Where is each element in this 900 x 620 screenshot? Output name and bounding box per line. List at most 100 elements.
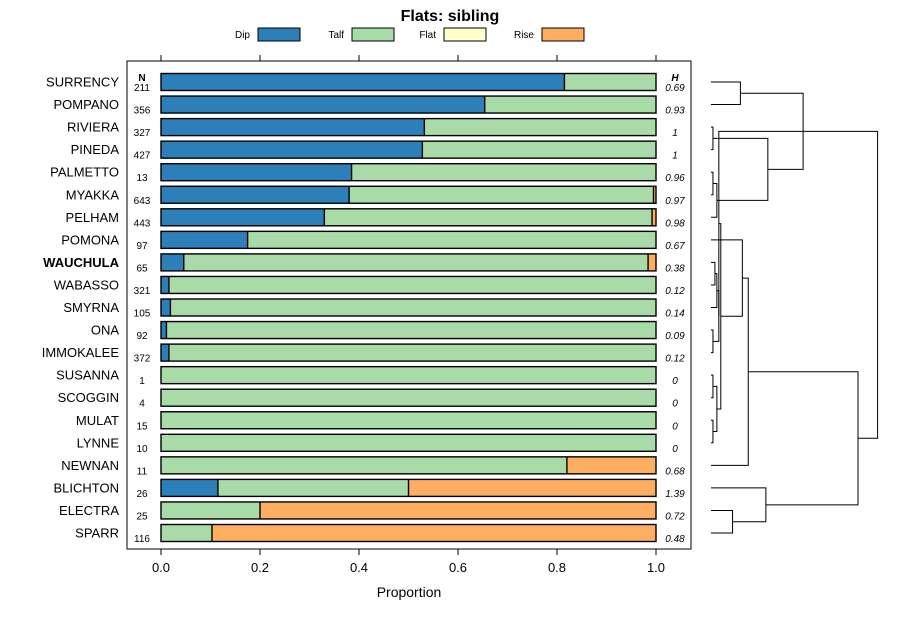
- n-value: 427: [134, 151, 151, 162]
- bar-segment: [161, 231, 248, 249]
- dendrogram-link: [711, 509, 734, 534]
- n-value: 643: [134, 196, 151, 207]
- x-axis: 0.0 0.2 0.4 0.6 0.8 1.0: [152, 55, 665, 575]
- bar-segment: [161, 118, 425, 136]
- n-value: 327: [134, 128, 151, 139]
- h-value: 0: [672, 399, 678, 410]
- bar-segment: [170, 299, 656, 316]
- dendrogram-link: [712, 385, 718, 433]
- bar-segment: [183, 253, 649, 271]
- dendrogram-link: [711, 273, 718, 308]
- bar-segment: [211, 524, 657, 542]
- n-value: 97: [136, 241, 148, 252]
- bar-segment: [161, 96, 485, 114]
- bar-segment: [161, 141, 423, 159]
- row-label: LYNNE: [77, 435, 120, 450]
- n-value: 372: [134, 354, 151, 365]
- row-label: POMONA: [61, 232, 119, 247]
- bar-segment: [161, 186, 350, 204]
- n-header: N: [138, 73, 145, 84]
- bar-segment: [566, 456, 656, 474]
- bar-segment: [161, 163, 352, 181]
- dendrogram: [711, 81, 879, 534]
- bar-segment: [161, 524, 212, 542]
- bar-segment: [161, 208, 325, 226]
- bar-outline: [160, 230, 657, 250]
- legend-label: Dip: [235, 30, 250, 41]
- dendrogram-link: [711, 261, 716, 286]
- bar-segment: [351, 163, 656, 181]
- bar-outline: [160, 523, 657, 543]
- row-label: PELHAM: [66, 210, 119, 225]
- dendrogram-link: [711, 487, 767, 523]
- n-value: 15: [136, 421, 148, 432]
- h-value: 0.09: [665, 331, 685, 342]
- bar-segment: [424, 118, 656, 136]
- x-tick-label: 0.4: [350, 560, 368, 575]
- n-value: 13: [136, 173, 148, 184]
- row-label: SURRENCY: [46, 75, 119, 90]
- x-tick-label: 0.6: [449, 560, 467, 575]
- bar-outline: [160, 388, 657, 407]
- h-value: 1: [672, 151, 678, 162]
- bar-outline: [160, 298, 657, 317]
- bar-segment: [484, 96, 656, 114]
- h-value: 0: [672, 376, 678, 387]
- bar-segment: [161, 411, 656, 429]
- n-value: 443: [134, 218, 151, 229]
- dendrogram-link: [712, 290, 720, 342]
- n-value: 25: [136, 511, 148, 522]
- bar-outline: [160, 433, 657, 452]
- dendrogram-link: [803, 130, 879, 439]
- x-tick-label: 0.0: [152, 560, 170, 575]
- bar-segment: [161, 366, 656, 384]
- bar-segment: [161, 479, 218, 497]
- n-value: 4: [139, 399, 145, 410]
- h-value: 0.69: [665, 83, 685, 94]
- bar-segment: [408, 479, 656, 497]
- x-tick-label: 0.2: [251, 560, 269, 575]
- legend-swatch: [351, 27, 395, 42]
- bar-segment: [161, 344, 169, 362]
- n-value: 65: [136, 263, 148, 274]
- dendrogram-link: [711, 182, 718, 218]
- row-label: SPARR: [75, 526, 119, 541]
- legend-swatch: [443, 27, 487, 42]
- bar-segment: [161, 299, 171, 316]
- bar-outline: [160, 253, 657, 272]
- dendrogram-link: [711, 374, 714, 399]
- n-value: 356: [134, 106, 151, 117]
- bar-segment: [324, 208, 653, 226]
- h-value: 0.97: [665, 196, 685, 207]
- bar-segment: [168, 344, 657, 362]
- bar-segment: [247, 231, 656, 249]
- bar-segment: [161, 434, 656, 452]
- n-value: 10: [136, 444, 148, 455]
- bar-outline: [160, 162, 657, 182]
- row-label: BLICHTON: [54, 480, 120, 495]
- bar-outline: [160, 365, 657, 385]
- h-header: H: [671, 73, 679, 84]
- bar-segment: [161, 456, 567, 474]
- legend: Dip Talf Flat Rise: [235, 27, 585, 42]
- row-label: ONA: [91, 323, 120, 338]
- row-label: RIVIERA: [67, 120, 119, 135]
- bar-outline: [160, 320, 657, 340]
- n-labels: 211 356 327 427 13 643 443 97 65 321 105 92 372 1 4 15 1…: [134, 83, 151, 545]
- dendrogram-link: [711, 419, 714, 444]
- h-value: 0.38: [665, 263, 685, 274]
- bar-segment: [166, 321, 656, 339]
- bar-segment: [161, 389, 656, 407]
- legend-swatch: [541, 27, 585, 42]
- bar-outline: [160, 501, 657, 520]
- dendrogram-link: [711, 81, 741, 106]
- h-value: 0.72: [665, 511, 685, 522]
- bar-outline: [160, 140, 657, 159]
- row-labels: SURRENCY POMPANO RIVIERA PINEDA PALMETTO MYAK…: [42, 75, 120, 541]
- h-value: 0.12: [665, 286, 685, 297]
- dendrogram-link: [748, 371, 859, 506]
- row-label: SCOGGIN: [58, 390, 119, 405]
- bar-outline: [160, 208, 657, 227]
- h-value: 0.12: [665, 354, 685, 365]
- bar-outline: [160, 95, 657, 114]
